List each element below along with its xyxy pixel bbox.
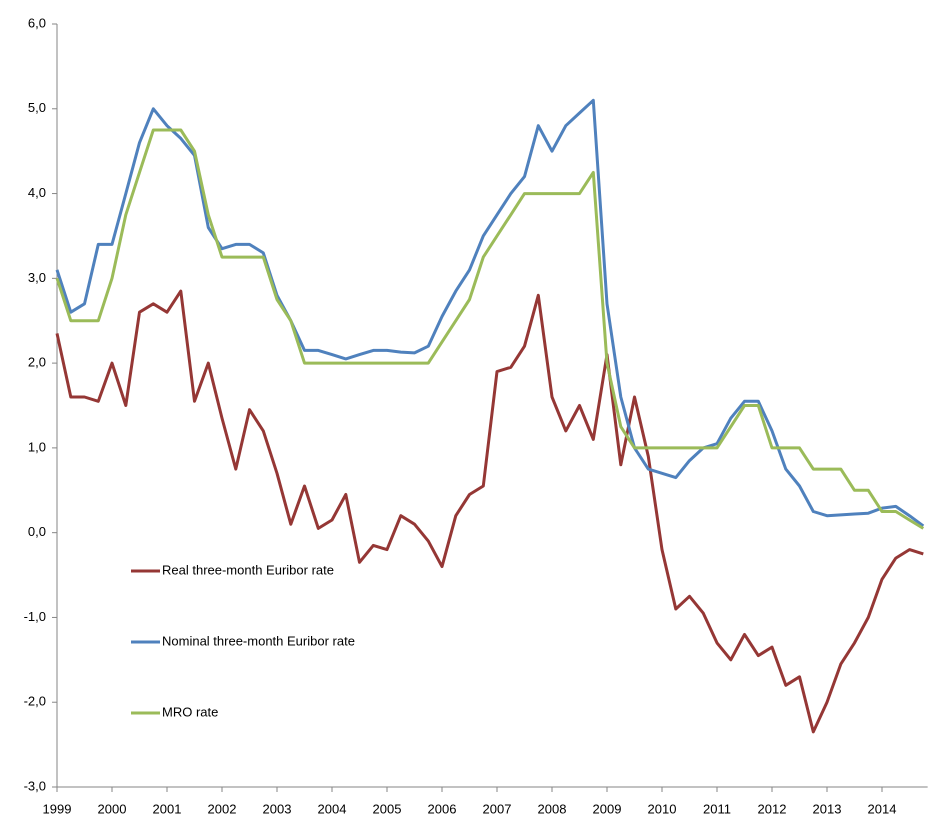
y-tick-label: 5,0 [28, 100, 46, 115]
y-tick-label: 2,0 [28, 355, 46, 370]
x-tick-label: 1999 [43, 801, 72, 816]
y-tick-label: 0,0 [28, 524, 46, 539]
x-tick-label: 2013 [813, 801, 842, 816]
x-tick-label: 2006 [428, 801, 457, 816]
y-tick-label: -3,0 [24, 778, 46, 793]
x-tick-label: 2009 [593, 801, 622, 816]
x-tick-label: 2014 [868, 801, 897, 816]
legend-label: MRO rate [162, 704, 218, 719]
x-tick-label: 2001 [153, 801, 182, 816]
series-line [55, 289, 924, 734]
legend-label: Real three-month Euribor rate [162, 562, 334, 577]
x-tick-label: 2012 [758, 801, 787, 816]
y-tick-label: -2,0 [24, 694, 46, 709]
x-tick-label: 2008 [538, 801, 567, 816]
y-tick-label: 4,0 [28, 185, 46, 200]
y-tick-label: 1,0 [28, 439, 46, 454]
x-tick-label: 2007 [483, 801, 512, 816]
x-tick-label: 2003 [263, 801, 292, 816]
y-tick-label: -1,0 [24, 609, 46, 624]
series-line [55, 98, 925, 528]
legend-label: Nominal three-month Euribor rate [162, 633, 355, 648]
y-tick-label: 3,0 [28, 270, 46, 285]
x-tick-label: 2000 [98, 801, 127, 816]
x-tick-label: 2002 [208, 801, 237, 816]
series-line [55, 128, 925, 530]
x-tick-label: 2010 [648, 801, 677, 816]
x-tick-label: 2011 [703, 801, 731, 816]
x-tick-label: 2005 [373, 801, 402, 816]
y-tick-label: 6,0 [28, 15, 46, 30]
x-tick-label: 2004 [318, 801, 347, 816]
